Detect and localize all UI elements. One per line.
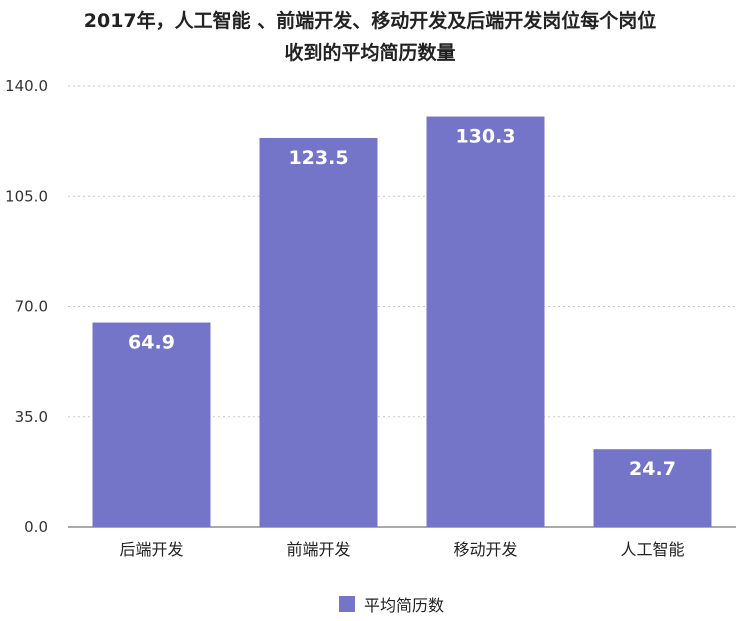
bar (593, 449, 712, 527)
legend-swatch (339, 596, 355, 612)
data-label: 24.7 (629, 458, 676, 480)
x-category-label: 后端开发 (119, 540, 183, 559)
bar (259, 137, 378, 527)
data-label: 130.3 (455, 126, 515, 148)
x-category-label: 前端开发 (286, 540, 350, 559)
y-tick-label: 105.0 (5, 187, 48, 205)
legend-label: 平均简历数 (364, 596, 444, 615)
x-category-label: 人工智能 (620, 540, 684, 559)
chart-title-line-1: 2017年，人工智能 、前端开发、移动开发及后端开发岗位每个岗位 (83, 10, 657, 32)
bar (426, 116, 545, 528)
chart-title-line-2: 收到的平均简历数量 (284, 42, 456, 64)
y-tick-label: 70.0 (15, 298, 48, 316)
bar (92, 322, 211, 527)
y-tick-label: 35.0 (15, 408, 48, 426)
x-category-label: 移动开发 (453, 540, 517, 559)
data-label: 123.5 (288, 147, 348, 169)
y-tick-label: 0.0 (24, 518, 48, 536)
data-label: 64.9 (128, 332, 175, 354)
y-tick-label: 140.0 (5, 77, 48, 95)
